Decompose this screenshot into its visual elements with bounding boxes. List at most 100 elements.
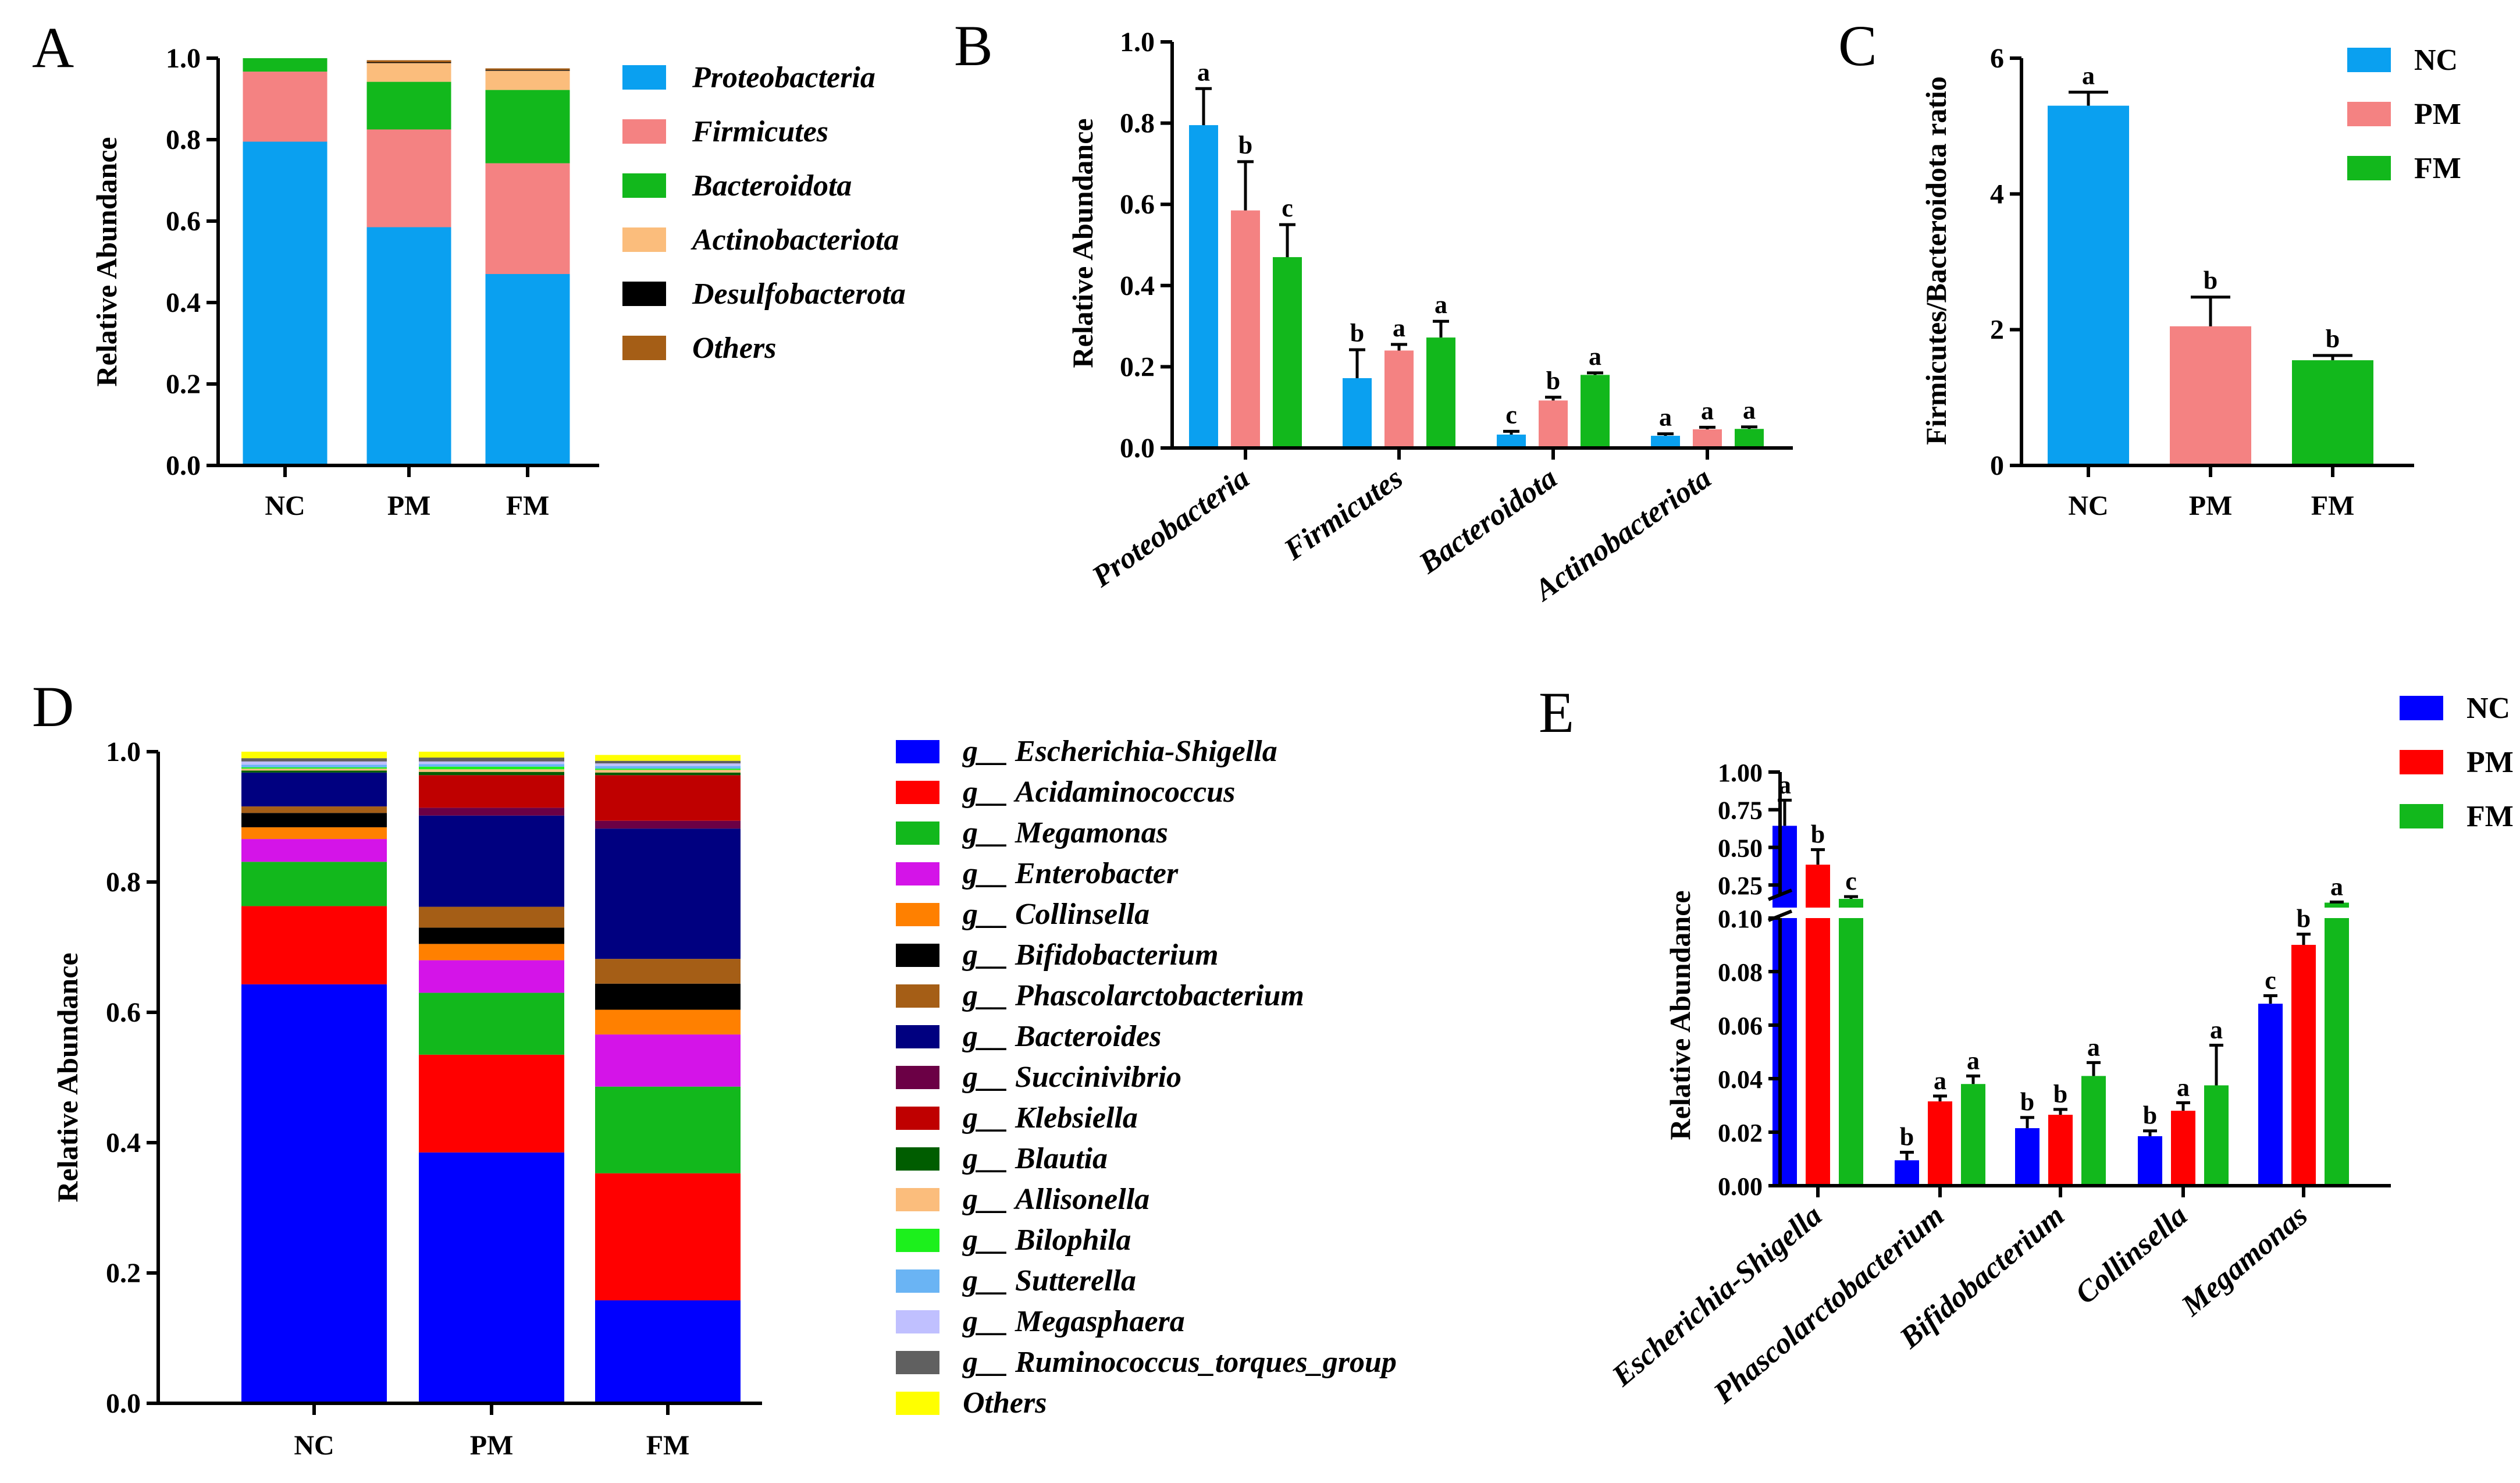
panel-b-letter: B bbox=[954, 13, 993, 78]
panel-e-upper-ytick-label: 0.50 bbox=[1718, 834, 1763, 862]
panel-d-legend-prefix: g__ bbox=[962, 1142, 1008, 1175]
panel-e-significance-letter: c bbox=[2265, 966, 2276, 994]
panel-c-x-ticks: NC PM FM bbox=[2068, 465, 2354, 521]
panel-a-xtick-label: FM bbox=[506, 490, 550, 521]
panel-d-ytick-label: 0.4 bbox=[106, 1128, 141, 1158]
panel-c-bars: a b b bbox=[2048, 61, 2373, 465]
panel-d-legend-genus: Acidaminococcus bbox=[1013, 776, 1235, 809]
panel-e-bar-collinsella-pm bbox=[2171, 1111, 2195, 1186]
panel-a-legend-swatch bbox=[622, 65, 666, 90]
panel-c-legend: NC PM FM bbox=[2347, 44, 2461, 185]
panel-a-ytick-label: 0.6 bbox=[166, 206, 201, 237]
panel-e-bar-escherichia-shigella-fm-lower bbox=[1839, 918, 1863, 1186]
panel-d-legend-swatch bbox=[896, 1351, 939, 1374]
panel-d-bar-fm-g-sutterella bbox=[595, 766, 741, 769]
panel-a-legend-label: Desulfobacterota bbox=[692, 278, 906, 311]
panel-d-legend-genus: Ruminococcus_torques_group bbox=[1015, 1346, 1397, 1379]
panel-d-bars bbox=[241, 752, 741, 1403]
panel-d-bar-pm-g-sutterella bbox=[419, 764, 564, 767]
panel-d-legend-swatch bbox=[896, 821, 939, 845]
panel-e-lower-ytick-label: 0.08 bbox=[1718, 958, 1763, 987]
panel-d-legend-swatch bbox=[896, 984, 939, 1008]
panel-d-legend-swatch bbox=[896, 1392, 939, 1415]
panel-d-bar-fm-g-bilophila bbox=[595, 769, 741, 770]
panel-d-legend-label: g__ Klebsiella bbox=[962, 1101, 1138, 1135]
panel-b-bar-actinobacteriota-pm bbox=[1693, 429, 1722, 448]
panel-e-xtick-label: Megamonas bbox=[2175, 1199, 2314, 1323]
panel-d-legend-swatch bbox=[896, 1147, 939, 1171]
panel-d-bar-nc-g-ruminococcus-torques-group bbox=[241, 758, 387, 762]
panel-b-significance-letter: a bbox=[1743, 396, 1756, 425]
panel-e-bar-megamonas-fm-lower bbox=[2325, 918, 2349, 1186]
panel-d-bar-nc-g-bilophila bbox=[241, 767, 387, 769]
panel-d: D Relative Abundance 0.00.20.40.60.81.0 … bbox=[32, 674, 1397, 1461]
panel-b-bar-bacteroidota-pm bbox=[1539, 400, 1568, 448]
panel-a-axes bbox=[216, 58, 599, 467]
panel-d-legend-label: g__ Ruminococcus_torques_group bbox=[962, 1346, 1397, 1379]
panel-b-axes bbox=[1170, 42, 1793, 450]
panel-a-x-ticks: NC PM FM bbox=[265, 465, 549, 521]
panel-b-y-ticks: 0.0 0.2 0.4 0.6 0.8 1.0 bbox=[1120, 27, 1172, 464]
panel-d-legend-prefix: g__ bbox=[962, 816, 1008, 849]
panel-c-legend-swatch bbox=[2347, 102, 2391, 126]
panel-e-ylabel: Relative Abundance bbox=[1664, 890, 1696, 1140]
panel-d-bar-pm-g-klebsiella bbox=[419, 775, 564, 808]
panel-d-legend-genus: Bifidobacterium bbox=[1015, 938, 1219, 972]
panel-d-bar-fm-g-phascolarctobacterium bbox=[595, 959, 741, 984]
panel-d-bar-pm-g-megasphaera bbox=[419, 761, 564, 764]
panel-d-legend-prefix: g__ bbox=[962, 776, 1008, 809]
panel-a-bar-fm-proteobacteria bbox=[485, 274, 570, 465]
panel-d-ytick-label: 0.8 bbox=[106, 867, 141, 898]
panel-e-xtick-label: Phascolarctobacterium bbox=[1707, 1199, 1950, 1411]
panel-d-legend-genus: Enterobacter bbox=[1015, 857, 1179, 890]
panel-d-ylabel: Relative Abundance bbox=[51, 952, 84, 1202]
panel-b-bar-firmicutes-nc bbox=[1343, 378, 1372, 448]
panel-d-bar-pm-g-megamonas bbox=[419, 993, 564, 1055]
panel-b-significance-letter: a bbox=[1435, 290, 1447, 319]
panel-d-legend-swatch bbox=[896, 1107, 939, 1130]
panel-c-xtick-label: PM bbox=[2189, 490, 2233, 521]
panel-a-bar-nc-proteobacteria bbox=[243, 141, 328, 465]
panel-d-x-ticks: NC PM FM bbox=[294, 1403, 689, 1461]
panel-d-bar-pm-g-allisonella bbox=[419, 769, 564, 772]
panel-e-xtick-label: Escherichia-Shigella bbox=[1606, 1199, 1828, 1393]
panel-d-bar-fm-g-ruminococcus-torques-group bbox=[595, 760, 741, 764]
panel-a-ylabel: Relative Abundance bbox=[90, 137, 123, 386]
panel-c-xtick-label: NC bbox=[2068, 490, 2108, 521]
panel-a-legend-swatch bbox=[622, 336, 666, 360]
panel-e-significance-letter: a bbox=[2210, 1016, 2223, 1044]
panel-a-bar-fm-firmicutes bbox=[485, 163, 570, 274]
panel-d-bar-pm-g-succinivibrio bbox=[419, 808, 564, 816]
panel-d-bar-fm-g-allisonella bbox=[595, 770, 741, 773]
panel-c-ytick-label: 0 bbox=[1990, 450, 2004, 481]
panel-d-legend-prefix: g__ bbox=[962, 938, 1008, 972]
panel-c-letter: C bbox=[1838, 13, 1877, 78]
panel-c-y-ticks: 0 2 4 6 bbox=[1990, 43, 2021, 481]
panel-e-bar-phascolarctobacterium-pm bbox=[1928, 1101, 1952, 1186]
panel-b-significance-letter: b bbox=[1350, 319, 1364, 347]
panel-d-legend-prefix: g__ bbox=[962, 1346, 1008, 1379]
panel-e-bar-collinsella-nc bbox=[2138, 1136, 2162, 1186]
panel-d-bar-pm-g-enterobacter bbox=[419, 960, 564, 993]
panel-d-legend-prefix: g__ bbox=[962, 1061, 1008, 1094]
panel-a-bar-pm-proteobacteria bbox=[366, 227, 451, 465]
panel-a-ytick-label: 0.0 bbox=[166, 450, 201, 481]
panel-a-bar-pm-others bbox=[366, 60, 451, 62]
panel-d-legend-prefix: g__ bbox=[962, 979, 1008, 1012]
panel-a-xtick-label: NC bbox=[265, 490, 305, 521]
panel-d-legend-label: g__ Escherichia-Shigella bbox=[962, 735, 1277, 768]
panel-d-legend-genus: Blautia bbox=[1015, 1142, 1108, 1175]
panel-c-axes bbox=[2020, 58, 2414, 467]
panel-b-significance-letter: a bbox=[1659, 403, 1672, 432]
panel-b-ytick-label: 1.0 bbox=[1120, 27, 1155, 58]
panel-c-bar-fm bbox=[2292, 360, 2373, 465]
panel-b-significance-letter: b bbox=[1546, 367, 1560, 395]
panel-c-legend-swatch bbox=[2347, 48, 2391, 72]
panel-d-bar-fm-g-megasphaera bbox=[595, 763, 741, 766]
panel-e-significance-letter: b bbox=[2297, 905, 2311, 933]
panel-b-significance-letter: a bbox=[1393, 314, 1405, 342]
panel-d-legend-genus: Bacteroides bbox=[1015, 1020, 1161, 1053]
panel-d-xtick-label: PM bbox=[470, 1430, 514, 1461]
